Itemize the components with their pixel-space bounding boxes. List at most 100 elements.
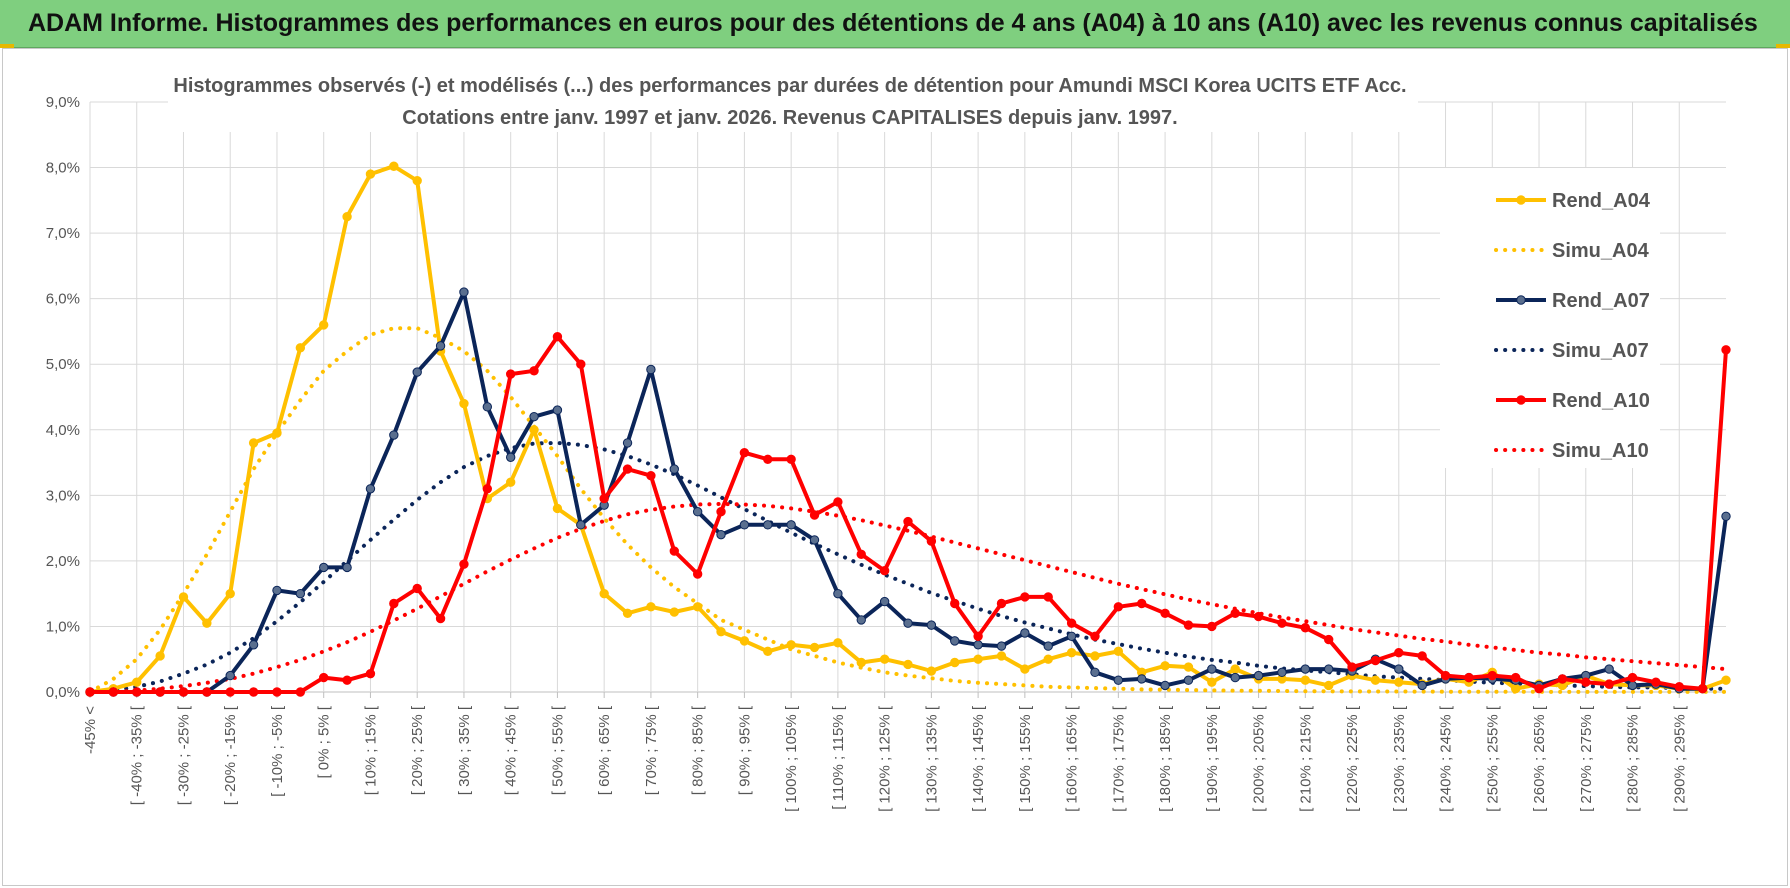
data-point (669, 464, 679, 474)
data-point (1627, 672, 1638, 683)
data-point (1043, 641, 1053, 651)
data-point (1510, 684, 1521, 694)
x-tick-label: [ 70% ; 75% [ (643, 705, 660, 795)
data-point (763, 454, 773, 464)
data-point (529, 411, 539, 422)
data-point (178, 687, 189, 697)
data-point (622, 438, 633, 448)
corner-marker-right (1776, 44, 1790, 48)
data-point (412, 367, 422, 377)
data-point (1604, 664, 1614, 674)
data-point (1113, 646, 1124, 657)
data-point (763, 646, 773, 657)
data-point (1300, 664, 1311, 674)
data-point (132, 677, 142, 687)
data-point (716, 529, 726, 540)
data-point (272, 687, 282, 697)
data-point (833, 638, 843, 648)
series-line-Simu_A10 (88, 501, 1728, 694)
data-point (365, 484, 376, 494)
data-point (1721, 511, 1731, 522)
data-point (646, 470, 656, 481)
data-point (1066, 618, 1077, 628)
data-point (1464, 672, 1474, 683)
chart-legend: Rend_A04 Simu_A04 Rend_A07 Simu_A07 Rend_A10… (1440, 168, 1660, 468)
data-point (435, 613, 446, 624)
data-point (459, 559, 469, 569)
x-tick-label: [ 200% ; 205% [ (1251, 705, 1268, 812)
y-tick-label: 2,0% (46, 553, 80, 570)
data-point (926, 620, 937, 630)
data-point (319, 672, 329, 683)
data-point (622, 608, 633, 619)
data-point (505, 452, 516, 463)
data-point (342, 675, 352, 685)
legend-label: Rend_A10 (1552, 390, 1650, 412)
data-point (1627, 680, 1638, 691)
data-point (1721, 675, 1731, 685)
data-point (996, 641, 1007, 651)
data-point (319, 320, 329, 330)
data-point (505, 369, 516, 379)
data-point (482, 484, 493, 494)
x-tick-label: [ 250% ; 255% [ (1484, 705, 1501, 812)
y-tick-label: 0,0% (46, 684, 80, 701)
x-axis: -45% < [ -40% ; -35% [[ -30% ; -25% [[ -2… (82, 692, 1688, 812)
data-point (248, 687, 259, 697)
series-Rend_A10 (85, 331, 1731, 697)
x-tick-label: [ -40% ; -35% [ (129, 705, 146, 805)
data-point (225, 670, 235, 681)
data-point (1347, 662, 1357, 672)
data-point (973, 654, 983, 664)
data-point (319, 562, 329, 573)
data-point (926, 536, 937, 546)
data-point (155, 687, 165, 697)
data-point (225, 687, 235, 697)
data-point (389, 161, 399, 171)
data-point (1020, 592, 1030, 602)
data-point (1020, 628, 1030, 638)
data-point (505, 477, 516, 487)
x-tick-label: [ 100% ; 105% [ (783, 705, 800, 812)
data-point (903, 516, 913, 527)
x-tick-label: [ 240% ; 245% [ (1438, 705, 1455, 812)
x-tick-label: [ 160% ; 165% [ (1064, 705, 1081, 812)
data-point (225, 588, 235, 599)
legend-marker (1516, 395, 1526, 405)
data-point (1417, 680, 1427, 691)
data-point (1160, 608, 1170, 619)
data-point (1183, 662, 1194, 672)
y-axis: 0,0% 1,0% 2,0% 3,0% 4,0% 5,0% 6,0% 7,0% 8,0% 9,0% (46, 94, 80, 701)
data-point (950, 598, 960, 609)
data-point (1230, 664, 1240, 674)
data-point (1323, 664, 1334, 674)
y-tick-label: 1,0% (46, 618, 80, 635)
x-tick-label: [ 90% ; 95% [ (736, 705, 753, 795)
x-tick-label: [ 20% ; 25% [ (409, 705, 426, 795)
data-point (1207, 677, 1217, 687)
data-point (786, 640, 796, 650)
data-point (669, 546, 679, 556)
x-tick-label: [ 170% ; 175% [ (1110, 705, 1127, 812)
x-tick-label: [ 190% ; 195% [ (1204, 705, 1221, 812)
data-point (389, 430, 399, 440)
x-tick-label: [ 280% ; 285% [ (1625, 705, 1642, 812)
data-point (950, 657, 960, 668)
data-point (1721, 345, 1731, 355)
data-point (552, 503, 563, 514)
data-point (1394, 647, 1404, 658)
x-tick-label: [ 260% ; 265% [ (1531, 705, 1548, 812)
data-point (692, 507, 703, 517)
data-point (833, 497, 843, 507)
data-point (529, 366, 539, 376)
data-point (763, 520, 773, 530)
data-point (412, 583, 422, 594)
x-tick-label: [ -20% ; -15% [ (222, 705, 239, 805)
x-tick-label: [ 120% ; 125% [ (877, 705, 894, 812)
data-point (1230, 608, 1240, 619)
legend-marker (1516, 195, 1526, 205)
data-point (1370, 655, 1381, 666)
data-point (950, 636, 960, 646)
data-point (435, 341, 446, 351)
data-point (1207, 664, 1217, 674)
